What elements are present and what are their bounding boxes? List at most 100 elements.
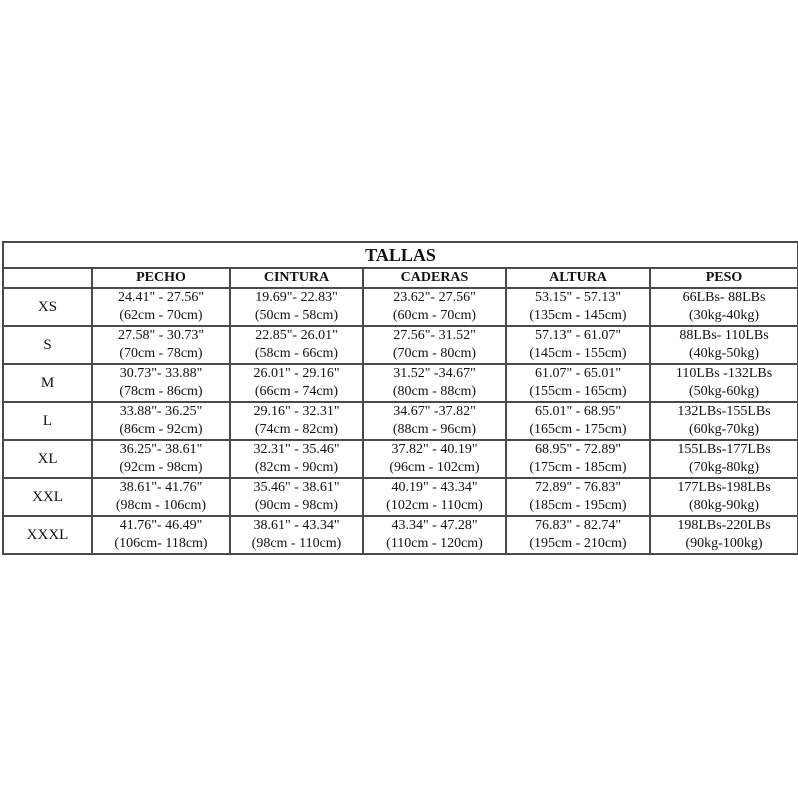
imperial-value: 36.25"- 38.61" (119, 442, 203, 457)
metric-value: (80cm - 88cm) (392, 384, 477, 399)
header-row: PECHO CINTURA CADERAS ALTURA PESO (2, 267, 798, 289)
column-header: PECHO (91, 267, 231, 289)
measure-cell: 155LBs-177LBs (70kg-80kg) (648, 439, 798, 479)
imperial-value: 29.16" - 32.31" (253, 404, 340, 419)
imperial-value: 132LBs-155LBs (677, 404, 771, 419)
imperial-value: 38.61"- 41.76" (119, 480, 203, 495)
metric-value: (40kg-50kg) (689, 346, 760, 361)
table-row: L 33.88"- 36.25" (86cm - 92cm) 29.16" - 32.… (2, 401, 798, 441)
metric-value: (145cm - 155cm) (529, 346, 627, 361)
imperial-value: 53.15" - 57.13" (534, 290, 622, 305)
measure-cell: 66LBs- 88LBs (30kg-40kg) (648, 287, 798, 327)
imperial-value: 57.13" - 61.07" (534, 328, 622, 343)
measure-cell: 72.89" - 76.83" (185cm - 195cm) (505, 477, 651, 517)
measure-cell: 24.41" - 27.56" (62cm - 70cm) (91, 287, 231, 327)
size-label: S (2, 325, 93, 365)
metric-value: (50kg-60kg) (689, 384, 760, 399)
metric-value: (58cm - 66cm) (254, 346, 339, 361)
imperial-value: 24.41" - 27.56" (117, 290, 205, 305)
measure-cell: 35.46" - 38.61" (90cm - 98cm) (229, 477, 364, 517)
measure-cell: 37.82" - 40.19" (96cm - 102cm) (362, 439, 507, 479)
size-label: XXXL (2, 515, 93, 555)
metric-value: (195cm - 210cm) (529, 536, 627, 551)
measure-cell: 27.58" - 30.73" (70cm - 78cm) (91, 325, 231, 365)
size-label: L (2, 401, 93, 441)
imperial-value: 23.62"- 27.56" (393, 290, 476, 305)
metric-value: (60cm - 70cm) (392, 308, 477, 323)
metric-value: (110cm - 120cm) (386, 536, 483, 551)
measure-cell: 110LBs -132LBs (50kg-60kg) (648, 363, 798, 403)
size-label: M (2, 363, 93, 403)
imperial-value: 41.76"- 46.49" (119, 518, 203, 533)
measure-cell: 38.61" - 43.34" (98cm - 110cm) (229, 515, 364, 555)
imperial-value: 32.31" - 35.46" (253, 442, 340, 457)
metric-value: (92cm - 98cm) (119, 460, 203, 475)
imperial-value: 66LBs- 88LBs (682, 290, 766, 305)
measure-cell: 65.01" - 68.95" (165cm - 175cm) (505, 401, 651, 441)
metric-value: (78cm - 86cm) (119, 384, 203, 399)
imperial-value: 22.85"- 26.01" (255, 328, 338, 343)
metric-value: (88cm - 96cm) (392, 422, 477, 437)
measure-cell: 177LBs-198LBs (80kg-90kg) (648, 477, 798, 517)
metric-value: (98cm - 106cm) (115, 498, 207, 513)
metric-value: (70cm - 78cm) (119, 346, 203, 361)
measure-cell: 30.73"- 33.88" (78cm - 86cm) (91, 363, 231, 403)
imperial-value: 38.61" - 43.34" (253, 518, 340, 533)
imperial-value: 26.01" - 29.16" (253, 366, 340, 381)
measure-cell: 36.25"- 38.61" (92cm - 98cm) (91, 439, 231, 479)
metric-value: (70kg-80kg) (689, 460, 760, 475)
metric-value: (90cm - 98cm) (254, 498, 339, 513)
size-label: XS (2, 287, 93, 327)
imperial-value: 35.46" - 38.61" (253, 480, 340, 495)
metric-value: (82cm - 90cm) (254, 460, 339, 475)
metric-value: (30kg-40kg) (689, 308, 760, 323)
metric-value: (102cm - 110cm) (386, 498, 483, 513)
measure-cell: 88LBs- 110LBs (40kg-50kg) (648, 325, 798, 365)
imperial-value: 31.52" -34.67" (393, 366, 476, 381)
measure-cell: 198LBs-220LBs (90kg-100kg) (648, 515, 798, 555)
metric-value: (86cm - 92cm) (119, 422, 203, 437)
metric-value: (98cm - 110cm) (251, 536, 342, 551)
measure-cell: 53.15" - 57.13" (135cm - 145cm) (505, 287, 651, 327)
metric-value: (90kg-100kg) (685, 536, 763, 551)
table-row: XL 36.25"- 38.61" (92cm - 98cm) 32.31" - 35… (2, 439, 798, 479)
metric-value: (60kg-70kg) (689, 422, 760, 437)
imperial-value: 37.82" - 40.19" (391, 442, 478, 457)
metric-value: (175cm - 185cm) (529, 460, 627, 475)
column-header (2, 267, 93, 289)
imperial-value: 43.34" - 47.28" (391, 518, 478, 533)
metric-value: (80kg-90kg) (689, 498, 760, 513)
measure-cell: 19.69"- 22.83" (50cm - 58cm) (229, 287, 364, 327)
metric-value: (62cm - 70cm) (119, 308, 203, 323)
measure-cell: 22.85"- 26.01" (58cm - 66cm) (229, 325, 364, 365)
metric-value: (66cm - 74cm) (254, 384, 339, 399)
measure-cell: 76.83" - 82.74" (195cm - 210cm) (505, 515, 651, 555)
title-row: TALLAS (1, 241, 798, 269)
metric-value: (135cm - 145cm) (529, 308, 627, 323)
measure-cell: 38.61"- 41.76" (98cm - 106cm) (91, 477, 231, 517)
column-header: ALTURA (505, 267, 651, 289)
imperial-value: 30.73"- 33.88" (119, 366, 203, 381)
measure-cell: 32.31" - 35.46" (82cm - 90cm) (229, 439, 364, 479)
metric-value: (96cm - 102cm) (389, 460, 480, 475)
imperial-value: 27.58" - 30.73" (117, 328, 205, 343)
measure-cell: 57.13" - 61.07" (145cm - 155cm) (505, 325, 651, 365)
metric-value: (74cm - 82cm) (254, 422, 339, 437)
size-label: XXL (2, 477, 93, 517)
table-row: XXL 38.61"- 41.76" (98cm - 106cm) 35.46" - … (2, 477, 798, 517)
imperial-value: 110LBs -132LBs (675, 366, 773, 381)
imperial-value: 61.07" - 65.01" (534, 366, 622, 381)
imperial-value: 88LBs- 110LBs (679, 328, 769, 343)
metric-value: (185cm - 195cm) (529, 498, 627, 513)
table-row: S 27.58" - 30.73" (70cm - 78cm) 22.85"- 26.… (2, 325, 798, 365)
imperial-value: 177LBs-198LBs (677, 480, 771, 495)
imperial-value: 198LBs-220LBs (677, 518, 771, 533)
measure-cell: 34.67" -37.82" (88cm - 96cm) (362, 401, 507, 441)
measure-cell: 41.76"- 46.49" (106cm- 118cm) (91, 515, 231, 555)
metric-value: (155cm - 165cm) (529, 384, 627, 399)
metric-value: (70cm - 80cm) (392, 346, 477, 361)
measure-cell: 23.62"- 27.56" (60cm - 70cm) (362, 287, 507, 327)
size-chart-table: TALLAS PECHO CINTURA CADERAS ALTURA PESO XS 2… (1, 241, 798, 555)
measure-cell: 33.88"- 36.25" (86cm - 92cm) (91, 401, 231, 441)
measure-cell: 31.52" -34.67" (80cm - 88cm) (362, 363, 507, 403)
